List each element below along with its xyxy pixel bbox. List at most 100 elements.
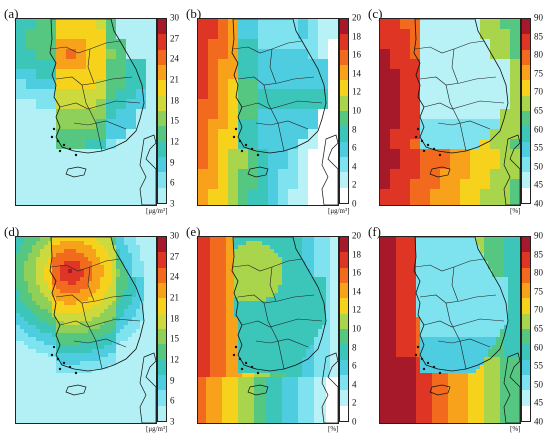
- grid-cell: [152, 281, 156, 285]
- grid-cell: [400, 69, 410, 79]
- grid-cell: [202, 241, 206, 245]
- grid-cell: [262, 373, 266, 377]
- grid-cell: [132, 373, 136, 377]
- grid-cell: [96, 421, 100, 423]
- grid-cell: [124, 241, 128, 245]
- grid-cell: [230, 261, 234, 265]
- grid-cell: [314, 257, 318, 261]
- grid-cell: [508, 301, 512, 305]
- grid-cell: [464, 277, 468, 281]
- grid-cell: [258, 241, 262, 245]
- grid-cell: [84, 421, 88, 423]
- grid-cell: [56, 345, 60, 349]
- grid-cell: [306, 273, 310, 277]
- grid-cell: [32, 369, 36, 373]
- grid-cell: [152, 237, 156, 241]
- grid-cell: [470, 59, 480, 69]
- grid-cell: [56, 29, 66, 39]
- colorbar-segment: [158, 282, 166, 299]
- grid-cell: [92, 369, 96, 373]
- grid-cell: [416, 265, 420, 269]
- grid-cell: [40, 413, 44, 417]
- grid-cell: [490, 109, 500, 119]
- grid-cell: [390, 149, 400, 159]
- grid-cell: [202, 245, 206, 249]
- grid-cell: [488, 269, 492, 273]
- grid-cell: [206, 373, 210, 377]
- grid-cell: [290, 253, 294, 257]
- grid-cell: [242, 349, 246, 353]
- grid-cell: [16, 417, 20, 421]
- grid-cell: [238, 297, 242, 301]
- map-panel: (a) 30 27 24 21 18 15 12 9 6 3 [μg/m³]: [3, 4, 183, 215]
- grid-cell: [326, 313, 330, 317]
- grid-cell: [274, 333, 278, 337]
- grid-cell: [254, 245, 258, 249]
- grid-cell: [290, 421, 294, 423]
- grid-cell: [288, 49, 298, 59]
- grid-cell: [96, 169, 106, 179]
- grid-cell: [268, 89, 278, 99]
- grid-cell: [120, 345, 124, 349]
- grid-cell: [310, 253, 314, 257]
- grid-cell: [88, 301, 92, 305]
- grid-cell: [318, 59, 328, 69]
- grid-cell: [152, 277, 156, 281]
- grid-cell: [52, 333, 56, 337]
- grid-cell: [108, 237, 112, 241]
- grid-cell: [48, 413, 52, 417]
- grid-cell: [318, 301, 322, 305]
- grid-cell: [286, 297, 290, 301]
- grid-cell: [294, 329, 298, 333]
- grid-cell: [388, 273, 392, 277]
- grid-cell: [144, 257, 148, 261]
- grid-cell: [470, 49, 480, 59]
- grid-cell: [128, 333, 132, 337]
- grid-cell: [112, 373, 116, 377]
- grid-cell: [306, 361, 310, 365]
- grid-cell: [36, 265, 40, 269]
- island: [240, 367, 244, 371]
- grid-cell: [278, 297, 282, 301]
- grid-cell: [258, 409, 262, 413]
- grid-cell: [124, 365, 128, 369]
- grid-cell: [76, 413, 80, 417]
- grid-cell: [144, 297, 148, 301]
- grid-cell: [254, 341, 258, 345]
- grid-cell: [198, 119, 208, 129]
- grid-cell: [488, 297, 492, 301]
- grid-cell: [238, 309, 242, 313]
- grid-cell: [40, 349, 44, 353]
- grid-cell: [302, 325, 306, 329]
- grid-cell: [68, 301, 72, 305]
- grid-cell: [444, 309, 448, 313]
- grid-cell: [80, 241, 84, 245]
- grid-cell: [76, 29, 86, 39]
- grid-cell: [266, 289, 270, 293]
- grid-cell: [274, 341, 278, 345]
- grid-cell: [120, 309, 124, 313]
- grid-cell: [294, 401, 298, 405]
- grid-cell: [268, 29, 278, 39]
- grid-cell: [66, 59, 76, 69]
- grid-cell: [48, 297, 52, 301]
- grid-cell: [120, 341, 124, 345]
- grid-cell: [270, 421, 274, 423]
- grid-cell: [318, 401, 322, 405]
- grid-cell: [230, 349, 234, 353]
- tick-label: 4: [352, 161, 357, 172]
- grid-cell: [242, 281, 246, 285]
- grid-cell: [310, 369, 314, 373]
- grid-cell: [266, 317, 270, 321]
- grid-cell: [144, 293, 148, 297]
- grid-cell: [440, 159, 450, 169]
- grid-cell: [20, 313, 24, 317]
- grid-cell: [104, 265, 108, 269]
- grid-cell: [314, 289, 318, 293]
- colorbar-segment: [340, 64, 348, 81]
- grid-cell: [202, 297, 206, 301]
- grid-cell: [96, 119, 106, 129]
- grid-cell: [404, 241, 408, 245]
- grid-cell: [228, 59, 238, 69]
- grid-cell: [136, 257, 140, 261]
